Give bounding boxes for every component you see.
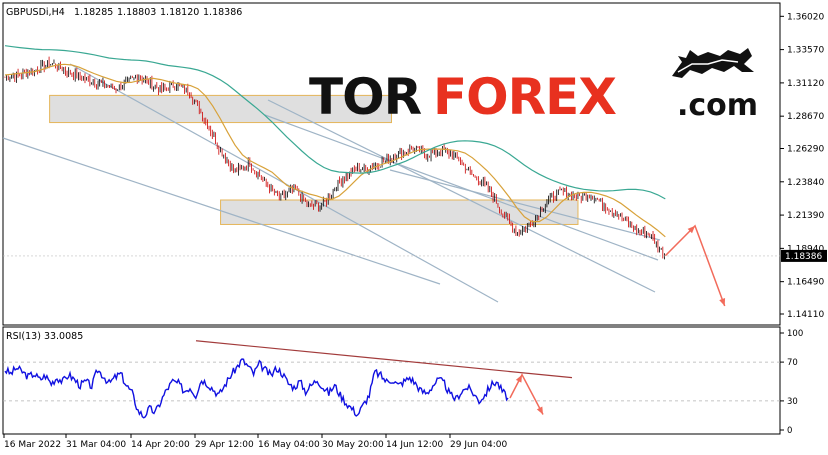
price-axis-label: 1.33570 bbox=[787, 46, 824, 56]
moving-average-slow bbox=[4, 45, 666, 200]
bull-bear-icon bbox=[672, 48, 754, 78]
current-price-tag bbox=[781, 249, 827, 262]
chart-header-high: 1.18803 bbox=[117, 7, 156, 18]
channel-line bbox=[2, 137, 441, 285]
chart-header-open: 1.18285 bbox=[74, 7, 113, 18]
watermark-tor: TOR bbox=[309, 68, 422, 126]
rsi-axis-label: 0 bbox=[787, 426, 792, 436]
rsi-axis-label: 30 bbox=[787, 397, 798, 407]
rsi-label: RSI(13) 33.0085 bbox=[6, 331, 83, 342]
rsi-forecast-arrow bbox=[509, 373, 544, 415]
time-axis-label: 14 Jun 12:00 bbox=[386, 440, 443, 450]
resistance-zone bbox=[220, 199, 579, 225]
price-axis-label: 1.28670 bbox=[787, 112, 824, 122]
price-axis-label: 1.31120 bbox=[787, 79, 824, 89]
rsi-axis-label: 100 bbox=[787, 329, 803, 339]
price-axis-label: 1.16490 bbox=[787, 278, 824, 288]
price-axis-label: 1.36020 bbox=[787, 12, 824, 22]
price-panel: 1.36020 1.33570 1.31120 1.28670 1.26290 1.238… bbox=[2, 2, 827, 326]
forecast-arrow-head bbox=[687, 225, 696, 234]
forecast-arrow-head bbox=[719, 297, 726, 306]
chart-header-low: 1.18120 bbox=[160, 7, 199, 18]
rsi-forecast-arrow-head bbox=[536, 406, 543, 415]
channel-line bbox=[267, 99, 656, 293]
time-axis-label: 14 Apr 20:00 bbox=[131, 440, 190, 450]
price-axis-label: 1.14110 bbox=[787, 310, 824, 320]
channel-line bbox=[389, 169, 661, 241]
time-axis-label: 30 May 20:00 bbox=[322, 440, 384, 450]
time-axis-label: 16 May 04:00 bbox=[258, 440, 320, 450]
rsi-plot-frame bbox=[2, 326, 781, 435]
chart-header-symbol: GBPUSDi,H4 bbox=[6, 7, 65, 18]
time-axis-label: 16 Mar 2022 bbox=[4, 440, 61, 450]
rsi-line bbox=[4, 358, 509, 419]
moving-average-fast bbox=[4, 63, 666, 238]
price-plot-frame bbox=[2, 2, 781, 326]
rsi-panel: 16 Mar 2022 31 Mar 04:00 14 Apr 20:00 29 Ap… bbox=[2, 326, 803, 450]
chart-header-close: 1.18386 bbox=[203, 7, 242, 18]
price-axis-label: 1.18940 bbox=[787, 244, 824, 254]
price-axis-label: 1.21390 bbox=[787, 211, 824, 221]
channel-line bbox=[264, 114, 659, 261]
rsi-trendline bbox=[195, 340, 573, 379]
price-axis-label: 1.26290 bbox=[787, 145, 824, 155]
price-axis-label: 1.23840 bbox=[787, 178, 824, 188]
current-price-tag-label: 1.18386 bbox=[785, 252, 822, 262]
watermark-logo: TOR FOREX .com bbox=[309, 48, 758, 126]
time-axis-label: 29 Jun 04:00 bbox=[450, 440, 507, 450]
time-axis-label: 31 Mar 04:00 bbox=[66, 440, 126, 450]
forecast-arrow bbox=[664, 224, 726, 307]
time-axis-label: 29 Apr 12:00 bbox=[195, 440, 254, 450]
watermark-com: .com bbox=[677, 88, 758, 123]
rsi-axis-label: 70 bbox=[787, 358, 798, 368]
watermark-forex: FOREX bbox=[433, 68, 616, 126]
rsi-forecast-arrow-head bbox=[515, 374, 522, 383]
